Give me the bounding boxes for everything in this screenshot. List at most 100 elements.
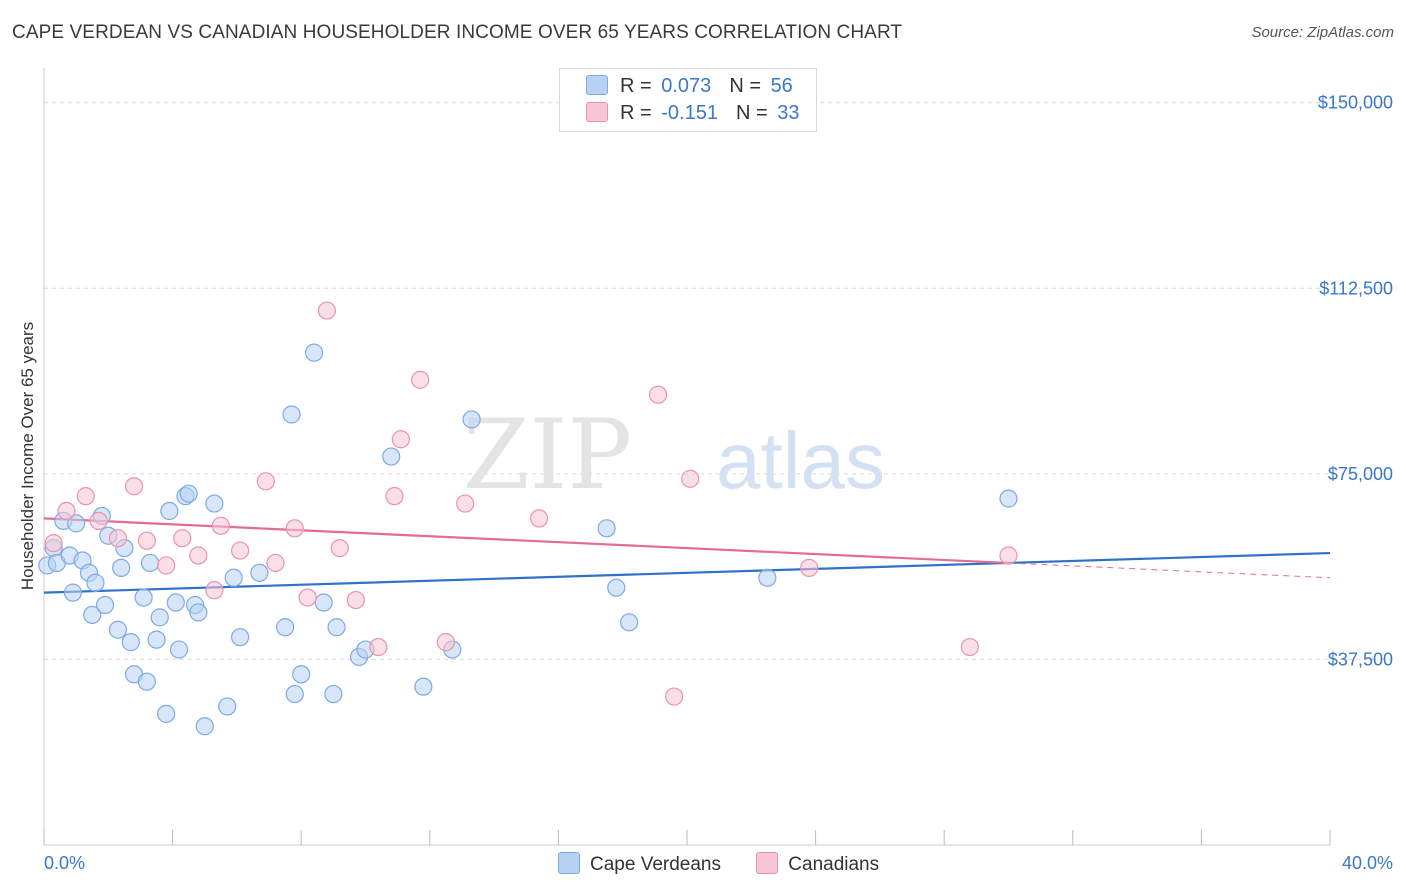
cape-verdean-point — [121, 633, 140, 652]
cape-verdean-point — [157, 704, 176, 723]
canadian-point — [681, 469, 700, 488]
canadian-point — [76, 487, 95, 506]
canadian-point — [285, 519, 304, 538]
canadian-point — [124, 477, 144, 496]
axes — [43, 68, 1331, 846]
legend-row-canadians: R = -0.151 N = 33 — [586, 102, 799, 125]
canadian-point — [385, 487, 404, 506]
stats-legend: R = 0.073 N = 56 R = -0.151 N = 33 — [559, 68, 817, 132]
cape-verdean-point — [137, 672, 156, 691]
cape-verdean-point — [63, 583, 83, 602]
n-label: N = — [729, 75, 767, 97]
cape-verdean-point — [282, 405, 301, 424]
cape-verdean-point — [150, 608, 169, 627]
canadian-point — [436, 633, 455, 652]
canadian-point — [800, 558, 819, 577]
x-tick-label: 0.0% — [44, 853, 85, 873]
watermark-zip: ZIP — [463, 399, 632, 511]
cape-verdean-point — [607, 578, 626, 597]
blue-swatch — [586, 75, 608, 95]
canadian-point — [173, 529, 192, 548]
cape-verdean-point — [112, 558, 131, 577]
canadian-point — [999, 546, 1018, 565]
canadian-point — [231, 541, 250, 560]
n-label: N = — [735, 102, 774, 124]
y-tick-label: $150,000 — [1318, 93, 1393, 113]
cape-verdean-point — [86, 573, 105, 592]
legend-label: Canadians — [788, 854, 880, 875]
legend-item-cape-verdeans: Cape Verdeans — [558, 852, 721, 876]
canadian-point — [298, 588, 317, 607]
legend-item-canadians: Canadians — [756, 852, 879, 876]
canadian-point — [108, 529, 128, 548]
canadian-point — [211, 516, 230, 535]
cape-verdean-point — [189, 603, 208, 622]
y-tick-label: $37,500 — [1328, 649, 1393, 669]
cape-verdean-point — [620, 613, 639, 632]
cape-verdean-point — [324, 684, 343, 704]
canadian-point — [317, 301, 337, 320]
canadian-point — [266, 553, 285, 573]
chart-title: CAPE VERDEAN VS CANADIAN HOUSEHOLDER INC… — [12, 22, 903, 43]
cape-verdean-point — [462, 410, 481, 429]
canadian-point — [89, 511, 108, 530]
canadian-point — [411, 370, 430, 389]
n-value: 33 — [777, 102, 800, 124]
cape-verdean-point — [83, 605, 102, 625]
series-legend: Cape Verdeans Canadians — [558, 852, 909, 876]
cape-verdean-point — [597, 519, 616, 538]
cape-verdean-point — [134, 588, 153, 607]
cape-verdean-point — [224, 568, 243, 587]
r-value: -0.151 — [661, 102, 718, 124]
cape-verdean-point — [382, 447, 401, 466]
x-tick-label: 40.0% — [1342, 853, 1393, 873]
axis-labels: $37,500 $75,000 $112,500 $150,000 0.0% 40.0% — [44, 93, 1393, 873]
cape-verdean-point — [414, 677, 433, 696]
canadian-point — [369, 637, 388, 657]
legend-label: Cape Verdeans — [590, 854, 721, 875]
cape-verdean-point — [140, 553, 160, 573]
cape-verdean-point — [314, 593, 333, 612]
cape-verdean-point — [304, 343, 324, 362]
data-points — [38, 301, 1018, 736]
trend-lines — [43, 517, 1331, 594]
blue-swatch — [558, 852, 580, 874]
canadian-point — [346, 590, 365, 610]
canadian-point — [44, 534, 63, 553]
canadian-point — [57, 501, 76, 521]
source-label: Source: ZipAtlas.com — [1251, 24, 1394, 41]
canadian-point — [960, 637, 980, 657]
cape-verdean-point — [67, 514, 86, 533]
n-value: 56 — [770, 75, 793, 97]
pink-swatch — [756, 852, 779, 874]
canadian-point — [205, 581, 224, 600]
cape-verdean-point — [999, 489, 1018, 508]
cape-verdean-point — [250, 563, 269, 582]
y-tick-label: $112,500 — [1319, 278, 1393, 298]
cape-verdean-point — [195, 717, 214, 736]
canadian-point — [157, 556, 176, 575]
watermark-atlas: atlas — [716, 416, 885, 505]
watermark: ZIP atlas — [463, 399, 885, 511]
cape-verdean-point — [108, 620, 128, 639]
cape-verdean-point — [758, 568, 777, 587]
cape-verdean-point — [327, 618, 346, 637]
grid-lines — [44, 102, 1392, 660]
cape-verdean-point — [292, 665, 311, 684]
canadian-point — [137, 531, 156, 550]
cape-verdean-point — [218, 697, 237, 716]
pink-swatch — [586, 102, 608, 122]
canadian-point — [391, 430, 410, 449]
cape-verdean-point — [231, 628, 250, 647]
canadian-point — [256, 472, 275, 491]
canadian-trend-extension — [1008, 562, 1331, 579]
canadian-trend-line — [43, 517, 1009, 565]
canadian-point — [648, 385, 668, 404]
legend-row-cape-verdeans: R = 0.073 N = 56 — [586, 75, 793, 98]
cape-verdean-point — [179, 484, 198, 503]
cape-verdean-point — [205, 494, 224, 513]
r-value: 0.073 — [661, 75, 712, 97]
cape-verdean-point — [147, 630, 166, 649]
r-label: R = — [620, 75, 658, 97]
